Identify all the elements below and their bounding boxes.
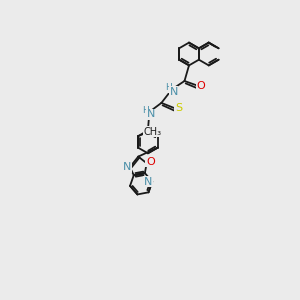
Text: S: S [175, 103, 182, 113]
Text: CH₃: CH₃ [143, 127, 161, 137]
Text: N: N [144, 177, 152, 187]
Text: O: O [196, 80, 205, 91]
Text: N: N [169, 87, 178, 97]
Text: O: O [146, 157, 154, 167]
Text: H: H [165, 83, 172, 92]
Text: N: N [147, 109, 155, 119]
Text: H: H [142, 106, 149, 115]
Text: N: N [123, 162, 131, 172]
